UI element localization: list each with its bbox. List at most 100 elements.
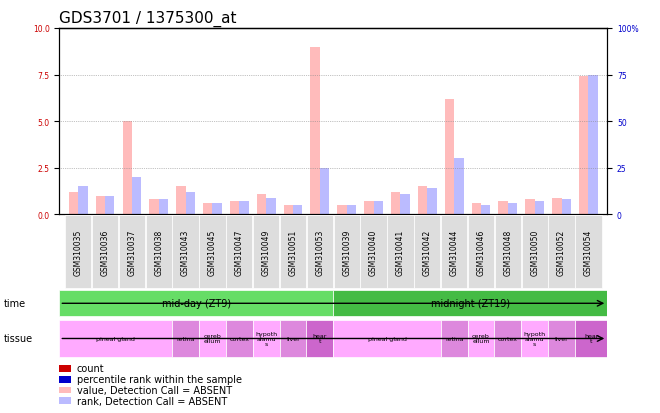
Text: cereb
ellum: cereb ellum xyxy=(472,334,490,344)
Text: hear
t: hear t xyxy=(584,334,598,344)
Bar xyxy=(552,198,562,215)
Bar xyxy=(364,202,374,215)
Text: GSM310040: GSM310040 xyxy=(369,229,378,275)
Text: cortex: cortex xyxy=(498,336,518,341)
FancyBboxPatch shape xyxy=(92,216,118,288)
Text: GSM310049: GSM310049 xyxy=(261,229,271,275)
FancyBboxPatch shape xyxy=(333,320,441,357)
Bar xyxy=(445,100,454,215)
Text: GSM310054: GSM310054 xyxy=(584,229,593,275)
Text: liver: liver xyxy=(286,336,300,341)
Bar xyxy=(132,178,141,215)
Text: tissue: tissue xyxy=(3,334,32,344)
FancyBboxPatch shape xyxy=(548,216,575,288)
FancyBboxPatch shape xyxy=(119,216,145,288)
Text: liver: liver xyxy=(554,336,568,341)
Text: GSM310052: GSM310052 xyxy=(557,229,566,275)
Text: value, Detection Call = ABSENT: value, Detection Call = ABSENT xyxy=(77,385,232,395)
Bar xyxy=(374,202,383,215)
Text: GDS3701 / 1375300_at: GDS3701 / 1375300_at xyxy=(59,10,237,26)
Text: pineal gland: pineal gland xyxy=(96,336,135,341)
Text: hypoth
alamu
s: hypoth alamu s xyxy=(255,331,277,346)
FancyBboxPatch shape xyxy=(226,320,253,357)
Bar xyxy=(59,365,71,372)
FancyBboxPatch shape xyxy=(307,216,333,288)
Bar xyxy=(320,169,329,215)
FancyBboxPatch shape xyxy=(467,320,494,357)
FancyBboxPatch shape xyxy=(414,216,440,288)
FancyBboxPatch shape xyxy=(65,216,91,288)
FancyBboxPatch shape xyxy=(548,320,575,357)
Bar xyxy=(230,202,240,215)
Bar xyxy=(508,204,517,215)
Text: GSM310051: GSM310051 xyxy=(288,229,298,275)
FancyBboxPatch shape xyxy=(360,216,387,288)
Bar xyxy=(337,205,346,215)
Bar xyxy=(293,205,302,215)
Text: GSM310048: GSM310048 xyxy=(504,229,512,275)
FancyBboxPatch shape xyxy=(521,320,548,357)
FancyBboxPatch shape xyxy=(468,216,494,288)
Bar xyxy=(78,187,88,215)
Bar xyxy=(59,376,71,382)
FancyBboxPatch shape xyxy=(226,216,253,288)
Text: midnight (ZT19): midnight (ZT19) xyxy=(431,299,510,309)
Bar xyxy=(59,387,71,394)
Text: hear
t: hear t xyxy=(313,334,327,344)
Bar xyxy=(535,202,544,215)
FancyBboxPatch shape xyxy=(280,216,306,288)
Bar xyxy=(481,205,490,215)
FancyBboxPatch shape xyxy=(575,320,607,357)
Bar xyxy=(59,397,71,404)
Bar xyxy=(69,192,78,215)
Text: GSM310050: GSM310050 xyxy=(530,229,539,275)
FancyBboxPatch shape xyxy=(441,320,467,357)
Bar xyxy=(454,159,463,215)
Bar xyxy=(266,198,276,215)
Bar xyxy=(401,194,410,215)
Text: hypoth
alamu
s: hypoth alamu s xyxy=(523,331,546,346)
Bar xyxy=(525,200,535,215)
FancyBboxPatch shape xyxy=(59,291,333,316)
Text: GSM310047: GSM310047 xyxy=(235,229,244,275)
FancyBboxPatch shape xyxy=(253,216,279,288)
Text: GSM310046: GSM310046 xyxy=(477,229,486,275)
Text: percentile rank within the sample: percentile rank within the sample xyxy=(77,374,242,384)
Bar xyxy=(257,194,266,215)
FancyBboxPatch shape xyxy=(172,320,199,357)
Bar xyxy=(105,196,114,215)
Bar xyxy=(418,187,427,215)
Bar xyxy=(498,202,508,215)
Bar xyxy=(284,205,293,215)
Text: GSM310035: GSM310035 xyxy=(74,229,82,275)
Bar xyxy=(579,77,589,215)
Bar xyxy=(240,202,249,215)
FancyBboxPatch shape xyxy=(280,320,306,357)
Bar xyxy=(149,200,159,215)
Text: GSM310053: GSM310053 xyxy=(315,229,324,275)
FancyBboxPatch shape xyxy=(199,216,226,288)
Bar xyxy=(96,196,105,215)
Bar xyxy=(123,122,132,215)
Text: retina: retina xyxy=(176,336,195,341)
FancyBboxPatch shape xyxy=(333,291,607,316)
Text: pineal gland: pineal gland xyxy=(368,336,407,341)
Bar xyxy=(310,47,320,215)
FancyBboxPatch shape xyxy=(521,216,548,288)
FancyBboxPatch shape xyxy=(146,216,172,288)
FancyBboxPatch shape xyxy=(387,216,414,288)
Text: GSM310039: GSM310039 xyxy=(343,229,351,275)
Text: rank, Detection Call = ABSENT: rank, Detection Call = ABSENT xyxy=(77,396,227,406)
Bar xyxy=(472,204,481,215)
FancyBboxPatch shape xyxy=(306,320,333,357)
Text: mid-day (ZT9): mid-day (ZT9) xyxy=(162,299,231,309)
FancyBboxPatch shape xyxy=(441,216,467,288)
Text: cereb
ellum: cereb ellum xyxy=(203,334,221,344)
Bar xyxy=(562,200,571,215)
Text: GSM310038: GSM310038 xyxy=(154,229,163,275)
Bar xyxy=(589,75,598,215)
FancyBboxPatch shape xyxy=(495,216,521,288)
FancyBboxPatch shape xyxy=(172,216,199,288)
Bar xyxy=(185,192,195,215)
Text: GSM310043: GSM310043 xyxy=(181,229,190,275)
